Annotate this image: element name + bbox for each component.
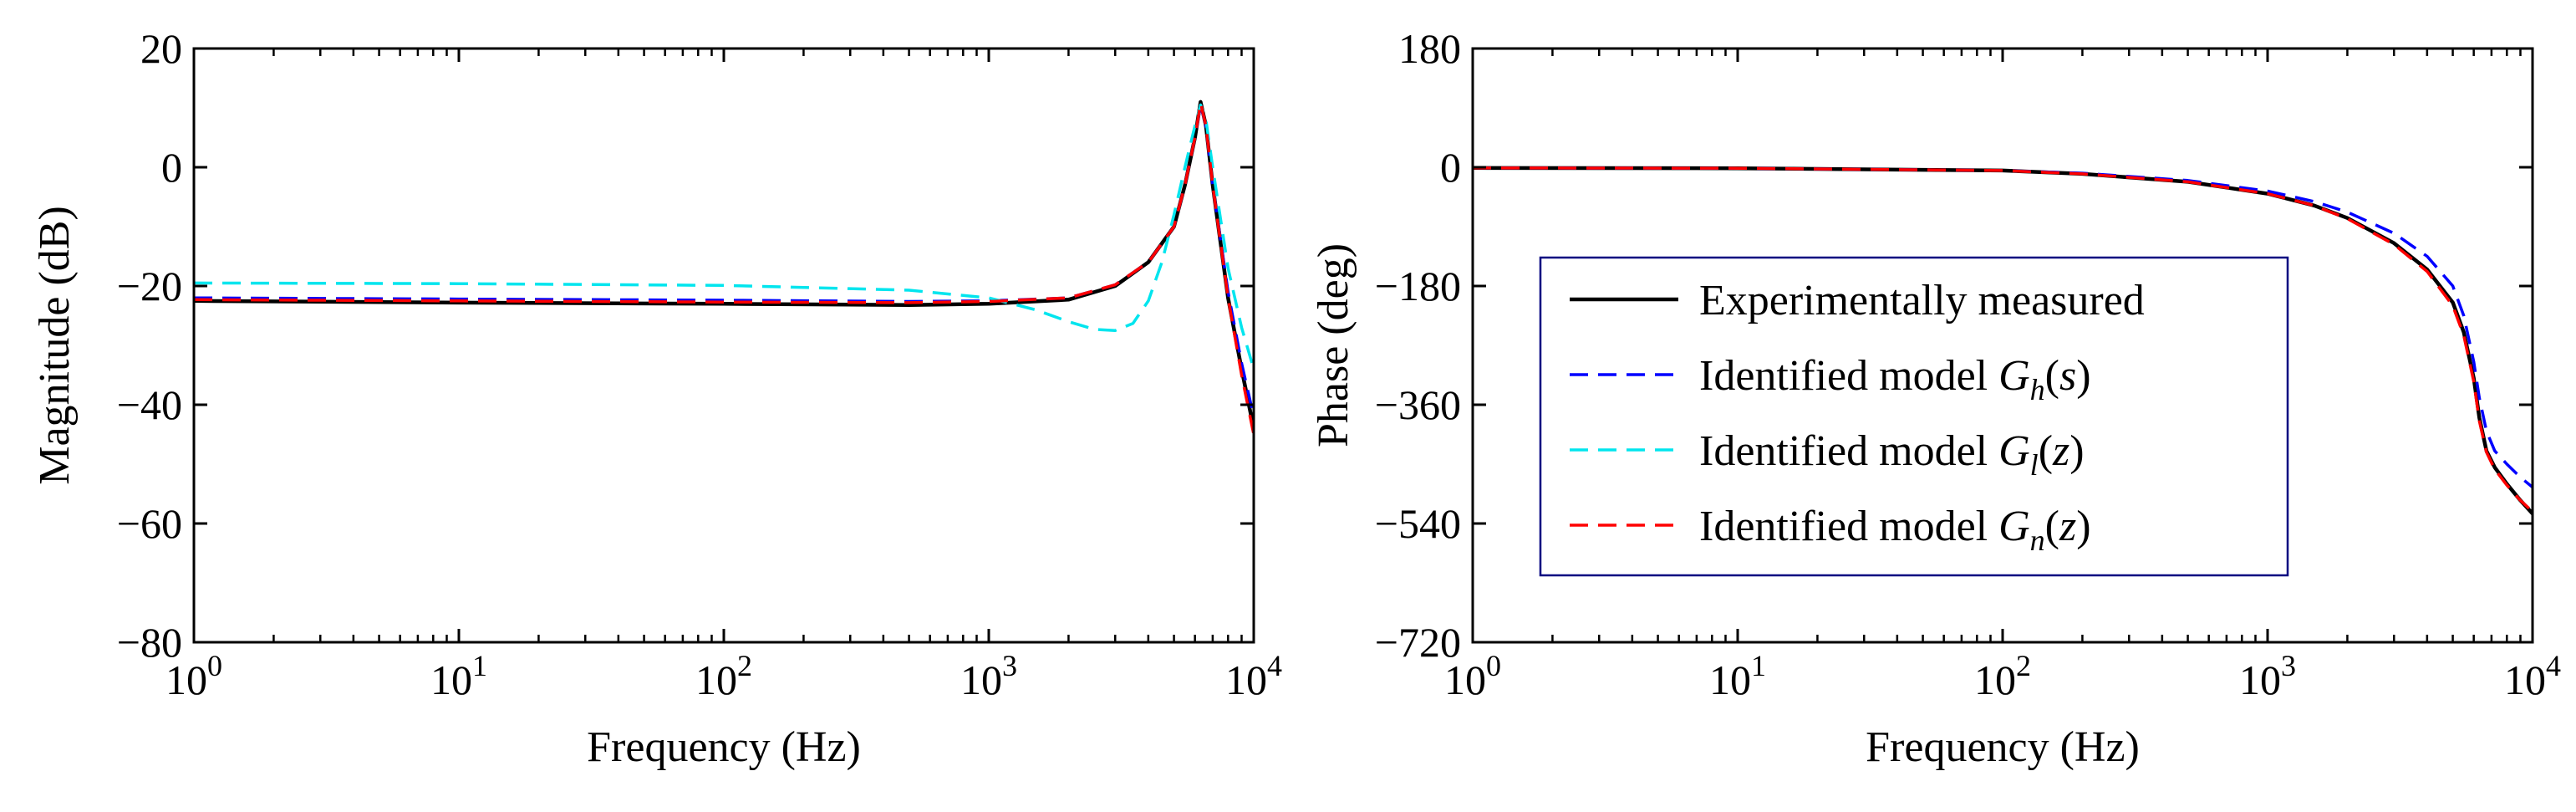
magnitude-x-ticks — [192, 49, 1255, 642]
phase-xtick-label: 101 — [1709, 649, 1766, 703]
magnitude-ytick-label: −20 — [117, 263, 182, 309]
phase-xtick-label: 102 — [1974, 649, 2031, 703]
phase-xtick-label: 104 — [2504, 649, 2561, 703]
magnitude-ytick-label: 0 — [161, 144, 182, 191]
magnitude-xtick-label: 101 — [430, 649, 487, 703]
phase-x-ticks — [1471, 49, 2534, 642]
magnitude-y-axis-label: Magnitude (dB) — [31, 206, 79, 485]
legend-label-gl: Identified model Gl(z) — [1699, 427, 2085, 482]
magnitude-x-axis-label: Frequency (Hz) — [587, 723, 861, 771]
legend-label-gn: Identified model Gn(z) — [1699, 503, 2091, 557]
legend-label-gh: Identified model Gh(s) — [1699, 352, 2091, 406]
magnitude-ytick-label: 20 — [140, 25, 182, 72]
phase-y-axis-label: Phase (deg) — [1310, 243, 1357, 447]
magnitude-ytick-label: −40 — [117, 381, 182, 428]
magnitude-y-ticks — [194, 47, 1254, 644]
phase-ytick-label: 180 — [1398, 25, 1461, 72]
magnitude-ytick-label: −60 — [117, 500, 182, 547]
phase-xtick-label: 100 — [1444, 649, 1501, 703]
magnitude-series-gn — [194, 101, 1254, 435]
legend-label-measured: Experimentally measured — [1699, 277, 2145, 324]
magnitude-xtick-label: 103 — [960, 649, 1017, 703]
phase-series-group — [1473, 166, 2533, 515]
magnitude-xtick-label: 102 — [695, 649, 752, 703]
magnitude-series-gl — [194, 103, 1254, 370]
magnitude-panel: 100 101 102 103 104 20 0 −20 −40 −60 −80 Frequency … — [31, 25, 1282, 771]
magnitude-series-measured — [194, 100, 1254, 429]
phase-ytick-label: −720 — [1375, 619, 1461, 666]
magnitude-axes-box — [192, 47, 1255, 644]
magnitude-ytick-label: −80 — [117, 619, 182, 666]
magnitude-series-gh — [194, 103, 1254, 417]
legend: Experimentally measured Identified model … — [1539, 256, 2289, 577]
phase-x-axis-label: Frequency (Hz) — [1866, 723, 2140, 771]
magnitude-xtick-label: 100 — [165, 649, 222, 703]
legend-box — [1539, 256, 2289, 577]
phase-ytick-label: −540 — [1375, 500, 1461, 547]
phase-ytick-label: 0 — [1440, 144, 1461, 191]
phase-ytick-label: −180 — [1375, 263, 1461, 309]
phase-y-ticks — [1473, 47, 2533, 644]
magnitude-series-group — [194, 100, 1254, 435]
magnitude-xtick-label: 104 — [1225, 649, 1282, 703]
phase-xtick-label: 103 — [2239, 649, 2296, 703]
phase-ytick-label: −360 — [1375, 381, 1461, 428]
phase-series-gn — [1473, 166, 2533, 513]
phase-panel: 100 101 102 103 104 180 0 −180 −360 −540 −720 Frequ… — [1310, 25, 2561, 771]
